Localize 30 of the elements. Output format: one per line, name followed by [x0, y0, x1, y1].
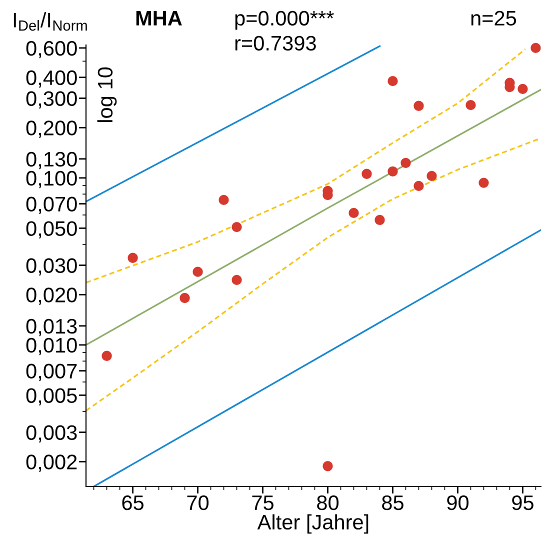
y-tick-label: 0,010: [26, 338, 77, 356]
y-tick-label: 0,600: [26, 40, 77, 58]
x-tick-label: 90: [447, 495, 469, 510]
y-tick-label: 0,300: [26, 91, 77, 108]
y-tick-label: 0,007: [26, 364, 77, 382]
text: p=0.000***: [235, 10, 334, 30]
x-tick-label: 80: [317, 495, 339, 510]
x-tick-label: 70: [187, 495, 209, 510]
x-axis-title: Alter [Jahre]: [257, 514, 368, 534]
text: n=25: [471, 10, 516, 26]
x-tick-label: 65: [122, 495, 144, 510]
x-tick-label: 75: [252, 496, 274, 510]
y-tick-label: 0,400: [26, 70, 77, 88]
annotation: r=0.7393: [235, 36, 316, 51]
chart-title: MHA: [136, 11, 182, 26]
y-tick-label: 0,020: [26, 288, 77, 305]
y-tick-label: 0,100: [26, 170, 77, 188]
y-tick-label: 0,200: [26, 120, 77, 138]
y-tick-label: 0,070: [26, 196, 77, 214]
y-tick-label: 0,002: [26, 454, 77, 472]
y-axis-title: I$_{Del}$/I$_{Norm}$: [14, 12, 87, 31]
y-tick-label: 0,013: [26, 318, 77, 336]
y-tick-label: 0,050: [26, 221, 77, 238]
y-tick-label: 0,003: [26, 425, 77, 442]
y-tick-label: 0,030: [26, 258, 77, 276]
annotation: log 10: [97, 67, 117, 122]
y-tick-label: 0,130: [26, 152, 77, 170]
y-tick-label: 0,005: [26, 388, 77, 406]
x-tick-label: 85: [382, 495, 404, 510]
x-tick-label: 95: [512, 495, 534, 510]
